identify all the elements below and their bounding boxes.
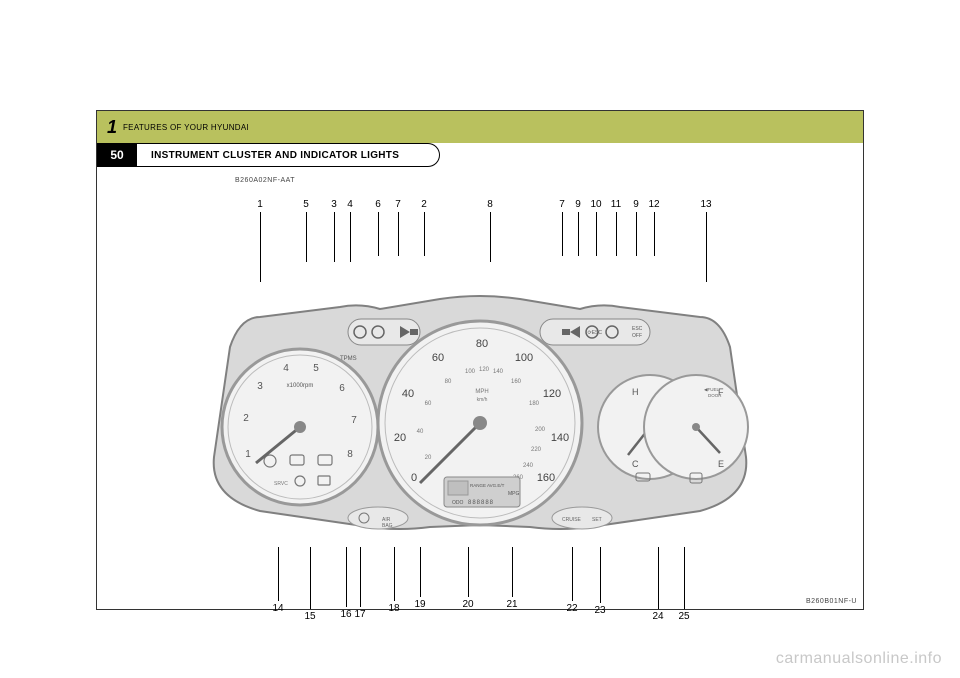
svg-text:RANGE AVG.E/T: RANGE AVG.E/T [470, 483, 505, 488]
svg-text:OFF: OFF [632, 333, 642, 339]
svg-text:0: 0 [411, 472, 417, 484]
svg-text:◀FUEL: ◀FUEL [704, 387, 719, 392]
svg-text:40: 40 [417, 429, 424, 435]
cruise-label: CRUISE [562, 517, 582, 523]
set-label: SET [592, 517, 602, 523]
svg-text:888888: 888888 [468, 500, 494, 506]
svg-text:⟳ESC: ⟳ESC [588, 330, 603, 336]
callout-11: 11 [607, 199, 625, 256]
svg-text:180: 180 [529, 401, 540, 407]
svg-text:80: 80 [445, 379, 452, 385]
callout-17: 17 [351, 547, 369, 620]
callouts-top: 1534672879101191213 [200, 199, 760, 287]
svg-text:220: 220 [531, 447, 542, 453]
callout-9: 9 [569, 199, 587, 256]
callout-22: 22 [563, 547, 581, 614]
svg-text:SRVC: SRVC [274, 481, 288, 487]
temp-h: H [632, 387, 639, 397]
callout-21: 21 [503, 547, 521, 610]
svg-text:160: 160 [537, 472, 555, 484]
page-number: 50 [97, 143, 137, 167]
svg-text:200: 200 [535, 427, 546, 433]
callout-25: 25 [675, 547, 693, 622]
svg-text:100: 100 [465, 369, 476, 375]
esc-off-label: ESC [632, 326, 643, 332]
callout-14: 14 [269, 547, 287, 614]
svg-text:ODO: ODO [452, 500, 464, 506]
callout-7: 7 [389, 199, 407, 256]
svg-text:120: 120 [543, 388, 561, 400]
svg-text:20: 20 [394, 432, 406, 444]
callout-23: 23 [591, 547, 609, 616]
watermark: carmanualsonline.info [776, 650, 942, 668]
svg-text:8: 8 [347, 449, 353, 460]
svg-text:80: 80 [476, 338, 488, 350]
svg-text:4: 4 [283, 363, 289, 374]
svg-text:km/h: km/h [477, 397, 488, 403]
svg-text:DOOR: DOOR [708, 393, 722, 398]
svg-text:40: 40 [402, 388, 414, 400]
svg-text:240: 240 [523, 463, 534, 469]
callout-6: 6 [369, 199, 387, 256]
callout-15: 15 [301, 547, 319, 622]
code-top: B260A02NF-AAT [235, 177, 295, 184]
callout-19: 19 [411, 547, 429, 610]
callout-1: 1 [251, 199, 269, 282]
callout-8: 8 [481, 199, 499, 262]
svg-text:20: 20 [425, 455, 432, 461]
section-name: FEATURES OF YOUR HYUNDAI [123, 123, 249, 132]
svg-text:120: 120 [479, 367, 490, 373]
svg-text:6: 6 [339, 383, 345, 394]
temp-c: C [632, 459, 639, 469]
tach-unit: x1000rpm [287, 383, 314, 389]
svg-text:3: 3 [257, 381, 263, 392]
svg-text:MPH: MPH [475, 389, 488, 395]
svg-text:100: 100 [515, 352, 533, 364]
instrument-cluster-diagram: TPMS ⟳ESC ESC OFF 1 2 3 4 5 6 7 8 [200, 287, 760, 547]
callout-12: 12 [645, 199, 663, 256]
svg-text:1: 1 [245, 449, 251, 460]
callout-5: 5 [297, 199, 315, 262]
svg-text:140: 140 [493, 369, 504, 375]
svg-text:60: 60 [432, 352, 444, 364]
callouts-bottom: 141516171819202122232425 [200, 547, 760, 637]
callout-20: 20 [459, 547, 477, 610]
svg-text:60: 60 [425, 401, 432, 407]
svg-text:7: 7 [351, 415, 357, 426]
svg-text:2: 2 [243, 413, 249, 424]
code-bottom: B260B01NF-U [806, 598, 857, 605]
section-number: 1 [107, 117, 117, 138]
svg-text:160: 160 [511, 379, 522, 385]
svg-text:140: 140 [551, 432, 569, 444]
callout-4: 4 [341, 199, 359, 262]
callout-13: 13 [697, 199, 715, 282]
page-title: INSTRUMENT CLUSTER AND INDICATOR LIGHTS [137, 143, 440, 167]
cluster-svg: TPMS ⟳ESC ESC OFF 1 2 3 4 5 6 7 8 [200, 287, 760, 547]
manual-page: 1 FEATURES OF YOUR HYUNDAI 50 INSTRUMENT… [96, 110, 864, 610]
svg-text:BAG: BAG [382, 523, 393, 529]
callout-18: 18 [385, 547, 403, 614]
svg-text:MPG: MPG [508, 491, 520, 497]
fuel-e: E [718, 459, 724, 469]
callout-9: 9 [627, 199, 645, 256]
callout-2: 2 [415, 199, 433, 256]
header-band: 1 FEATURES OF YOUR HYUNDAI [97, 111, 863, 143]
svg-text:5: 5 [313, 363, 319, 374]
callout-10: 10 [587, 199, 605, 256]
callout-24: 24 [649, 547, 667, 622]
